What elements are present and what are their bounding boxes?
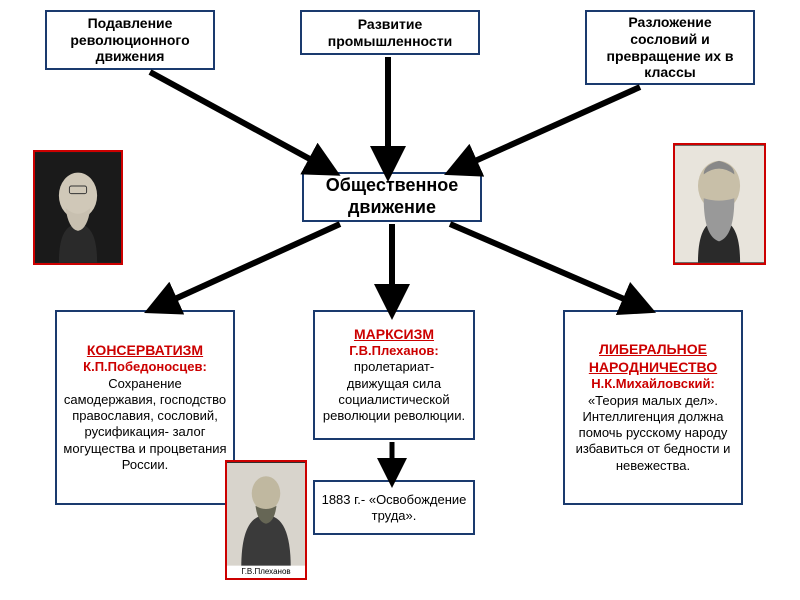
ideology-liberal: ЛИБЕРАЛЬНОЕ НАРОДНИЧЕСТВО Н.К.Михайловск… <box>563 310 743 505</box>
center-label: Общественное движение <box>310 175 474 218</box>
portrait-icon <box>227 462 305 578</box>
ideology-text: Сохранение самодержавия, господство прав… <box>63 376 227 474</box>
ideology-text: пролетариат- движущая сила социалистичес… <box>321 359 467 424</box>
factor-label: Разложение сословий и превращение их в к… <box>593 14 747 81</box>
ideology-conservatism: КОНСЕРВАТИЗМ К.П.Победоносцев: Сохранени… <box>55 310 235 505</box>
portrait-icon <box>675 145 764 263</box>
factor-box-classes: Разложение сословий и превращение их в к… <box>585 10 755 85</box>
ideology-name: Н.К.Михайловский: <box>591 376 715 392</box>
ideology-text: «Теория малых дел». Интеллигенция должна… <box>571 393 735 474</box>
ideology-title: КОНСЕРВАТИЗМ <box>87 342 203 360</box>
portrait-icon <box>35 152 121 263</box>
portrait-plekhanov: Г.В.Плеханов <box>225 460 307 580</box>
event-label: 1883 г.- «Освобождение труда». <box>321 492 467 523</box>
event-box: 1883 г.- «Освобождение труда». <box>313 480 475 535</box>
ideology-name: Г.В.Плеханов: <box>349 343 438 359</box>
portrait-mikhailovsky <box>673 143 766 265</box>
factor-box-suppression: Подавление революционного движения <box>45 10 215 70</box>
ideology-marxism: МАРКСИЗМ Г.В.Плеханов: пролетариат- движ… <box>313 310 475 440</box>
ideology-title: ЛИБЕРАЛЬНОЕ НАРОДНИЧЕСТВО <box>571 341 735 376</box>
factor-label: Развитие промышленности <box>308 16 472 50</box>
center-box: Общественное движение <box>302 172 482 222</box>
portrait-pobedonostsev <box>33 150 123 265</box>
ideology-title: МАРКСИЗМ <box>354 326 434 344</box>
ideology-name: К.П.Победоносцев: <box>83 359 207 375</box>
factor-box-industry: Развитие промышленности <box>300 10 480 55</box>
factor-label: Подавление революционного движения <box>53 15 207 65</box>
portrait-caption: Г.В.Плеханов <box>227 567 305 578</box>
